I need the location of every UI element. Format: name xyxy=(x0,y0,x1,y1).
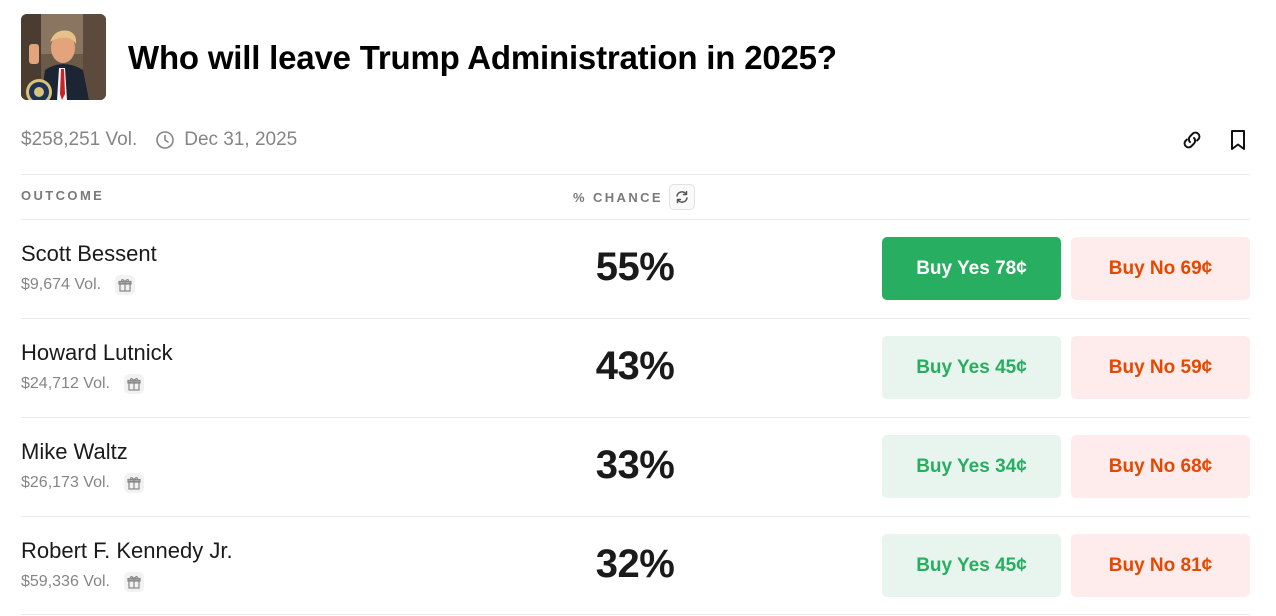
outcome-chance: 43% xyxy=(595,344,675,388)
bookmark-icon[interactable] xyxy=(1225,127,1251,153)
outcome-row: Scott Bessent $9,674 Vol. 55% Buy Yes 78… xyxy=(21,219,1250,318)
market-end-date: Dec 31, 2025 xyxy=(184,129,298,150)
outcome-row: Howard Lutnick $24,712 Vol. 43% Buy Yes … xyxy=(21,318,1250,417)
outcome-header-label: OUTCOME xyxy=(21,188,105,203)
chance-header-label: % CHANCE xyxy=(573,189,663,205)
outcome-volume-text: $59,336 Vol. xyxy=(21,573,110,590)
refresh-icon[interactable] xyxy=(668,184,695,210)
outcome-name: Mike Waltz xyxy=(21,439,128,464)
divider xyxy=(21,318,1250,319)
outcome-row: Robert F. Kennedy Jr. $59,336 Vol. 32% B… xyxy=(21,516,1250,615)
buy-yes-button[interactable]: Buy Yes 78¢ xyxy=(882,237,1061,300)
outcome-name: Robert F. Kennedy Jr. xyxy=(21,538,233,563)
outcome-volume-text: $9,674 Vol. xyxy=(21,276,102,293)
outcome-volume-text: $24,712 Vol. xyxy=(21,375,110,392)
chance-column-header: % CHANCE xyxy=(573,184,695,210)
link-icon[interactable] xyxy=(1179,127,1205,153)
outcome-chance: 32% xyxy=(595,542,675,586)
market-volume: $258,251 Vol. xyxy=(21,129,138,150)
buy-no-button[interactable]: Buy No 69¢ xyxy=(1071,237,1250,300)
outcome-row: Mike Waltz $26,173 Vol. 33% Buy Yes 34¢ … xyxy=(21,417,1250,516)
outcome-volume: $26,173 Vol. xyxy=(21,473,144,493)
buy-yes-button[interactable]: Buy Yes 45¢ xyxy=(882,336,1061,399)
divider xyxy=(21,417,1250,418)
clock-icon xyxy=(155,130,175,150)
market-meta: $258,251 Vol. Dec 31, 2025 xyxy=(21,124,1251,156)
divider xyxy=(21,219,1250,220)
buy-no-button[interactable]: Buy No 59¢ xyxy=(1071,336,1250,399)
divider xyxy=(21,516,1250,517)
divider xyxy=(21,614,1250,615)
gift-icon[interactable] xyxy=(123,473,144,493)
buy-yes-button[interactable]: Buy Yes 34¢ xyxy=(882,435,1061,498)
market-actions xyxy=(1179,127,1251,153)
market-title: Who will leave Trump Administration in 2… xyxy=(128,38,837,76)
outcome-volume: $24,712 Vol. xyxy=(21,374,144,394)
buy-no-button[interactable]: Buy No 68¢ xyxy=(1071,435,1250,498)
gift-icon[interactable] xyxy=(115,275,136,295)
buy-yes-button[interactable]: Buy Yes 45¢ xyxy=(882,534,1061,597)
outcome-chance: 33% xyxy=(595,443,675,487)
outcome-column-header: OUTCOME xyxy=(21,188,104,203)
outcome-name: Scott Bessent xyxy=(21,241,157,266)
outcome-volume: $9,674 Vol. xyxy=(21,275,136,295)
divider xyxy=(21,174,1250,175)
outcome-volume-text: $26,173 Vol. xyxy=(21,474,110,491)
buy-no-button[interactable]: Buy No 81¢ xyxy=(1071,534,1250,597)
market-image xyxy=(21,14,106,100)
outcome-volume: $59,336 Vol. xyxy=(21,572,144,592)
outcome-name: Howard Lutnick xyxy=(21,340,173,365)
gift-icon[interactable] xyxy=(123,572,144,592)
gift-icon[interactable] xyxy=(123,374,144,394)
market-header: Who will leave Trump Administration in 2… xyxy=(21,14,1251,100)
outcome-chance: 55% xyxy=(595,245,675,289)
